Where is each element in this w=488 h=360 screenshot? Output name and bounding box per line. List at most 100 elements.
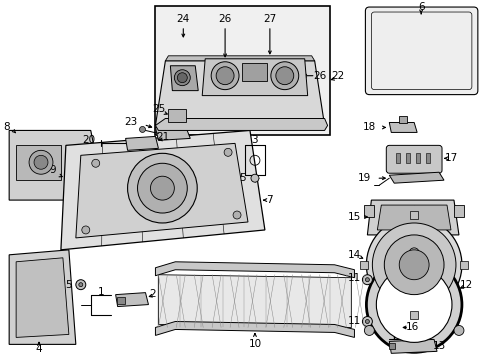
Bar [459, 261, 467, 269]
Bar [388, 343, 394, 349]
Circle shape [34, 155, 48, 169]
Circle shape [376, 267, 451, 342]
Bar [406, 153, 409, 163]
Circle shape [270, 62, 298, 90]
Bar [242, 63, 266, 81]
Circle shape [366, 257, 461, 352]
Text: 22: 22 [330, 71, 344, 81]
Circle shape [216, 67, 234, 85]
Text: 3: 3 [251, 135, 258, 145]
Text: 17: 17 [444, 153, 457, 163]
Text: 27: 27 [263, 14, 276, 24]
Polygon shape [165, 56, 314, 61]
Circle shape [150, 176, 174, 200]
Text: 8: 8 [3, 122, 9, 132]
Text: 12: 12 [459, 280, 472, 290]
Bar [425, 153, 429, 163]
Polygon shape [16, 258, 69, 337]
Circle shape [365, 320, 368, 324]
Circle shape [366, 217, 461, 312]
Text: 6: 6 [417, 2, 424, 12]
Text: 26: 26 [312, 71, 325, 81]
Text: 11: 11 [347, 273, 360, 283]
Bar [364, 205, 374, 217]
Text: 4: 4 [36, 345, 42, 354]
Text: 5: 5 [65, 280, 72, 290]
Circle shape [275, 67, 293, 85]
Polygon shape [155, 61, 324, 126]
Text: 24: 24 [176, 14, 189, 24]
Text: 14: 14 [347, 250, 360, 260]
Text: 16: 16 [405, 323, 418, 333]
Polygon shape [76, 143, 247, 238]
Circle shape [453, 325, 463, 336]
Circle shape [177, 73, 187, 83]
Text: 18: 18 [362, 122, 375, 132]
Bar [415, 153, 419, 163]
Polygon shape [377, 205, 450, 230]
Circle shape [139, 126, 145, 132]
Text: 26: 26 [218, 14, 231, 24]
Circle shape [29, 150, 53, 174]
Polygon shape [9, 130, 96, 200]
Polygon shape [155, 118, 327, 130]
Text: 5: 5 [238, 173, 245, 183]
Polygon shape [61, 130, 264, 250]
Text: 1: 1 [97, 287, 104, 297]
Circle shape [81, 226, 90, 234]
Circle shape [174, 70, 190, 86]
Bar [409, 311, 417, 319]
Circle shape [76, 280, 85, 290]
Polygon shape [388, 122, 416, 132]
Polygon shape [202, 59, 307, 96]
Text: 10: 10 [248, 339, 261, 349]
FancyBboxPatch shape [365, 7, 477, 95]
Bar [155, 6, 329, 135]
Circle shape [384, 235, 443, 294]
Text: 15: 15 [347, 212, 360, 222]
FancyBboxPatch shape [386, 145, 441, 173]
Polygon shape [158, 275, 351, 328]
Circle shape [233, 211, 241, 219]
Polygon shape [366, 200, 458, 235]
Polygon shape [125, 136, 158, 150]
Bar [395, 153, 399, 163]
Circle shape [398, 250, 428, 280]
Bar [398, 116, 407, 123]
Circle shape [137, 163, 187, 213]
Polygon shape [9, 250, 76, 345]
Polygon shape [388, 172, 443, 183]
Circle shape [364, 325, 373, 336]
Circle shape [92, 159, 100, 167]
Text: 11: 11 [347, 316, 360, 327]
Polygon shape [155, 262, 354, 278]
Circle shape [365, 278, 368, 282]
Text: 20: 20 [82, 135, 95, 145]
Circle shape [79, 283, 82, 287]
Circle shape [224, 148, 232, 156]
Polygon shape [170, 66, 198, 91]
Bar [453, 205, 463, 217]
Text: 19: 19 [357, 173, 370, 183]
Polygon shape [115, 293, 148, 307]
Circle shape [127, 153, 197, 223]
Bar [16, 145, 61, 180]
Bar [409, 211, 417, 219]
Bar [360, 261, 367, 269]
Text: 7: 7 [266, 195, 273, 205]
Circle shape [250, 174, 259, 182]
Text: 23: 23 [123, 117, 137, 127]
Circle shape [371, 223, 455, 307]
Polygon shape [155, 321, 354, 337]
Circle shape [362, 316, 371, 327]
Circle shape [362, 275, 371, 285]
Text: 13: 13 [431, 341, 445, 351]
Circle shape [408, 248, 418, 258]
Text: 25: 25 [151, 104, 165, 113]
Bar [117, 297, 124, 303]
Text: 9: 9 [49, 165, 56, 175]
Circle shape [211, 62, 239, 90]
Text: 2: 2 [149, 289, 156, 299]
Polygon shape [388, 339, 436, 353]
Polygon shape [155, 126, 190, 140]
